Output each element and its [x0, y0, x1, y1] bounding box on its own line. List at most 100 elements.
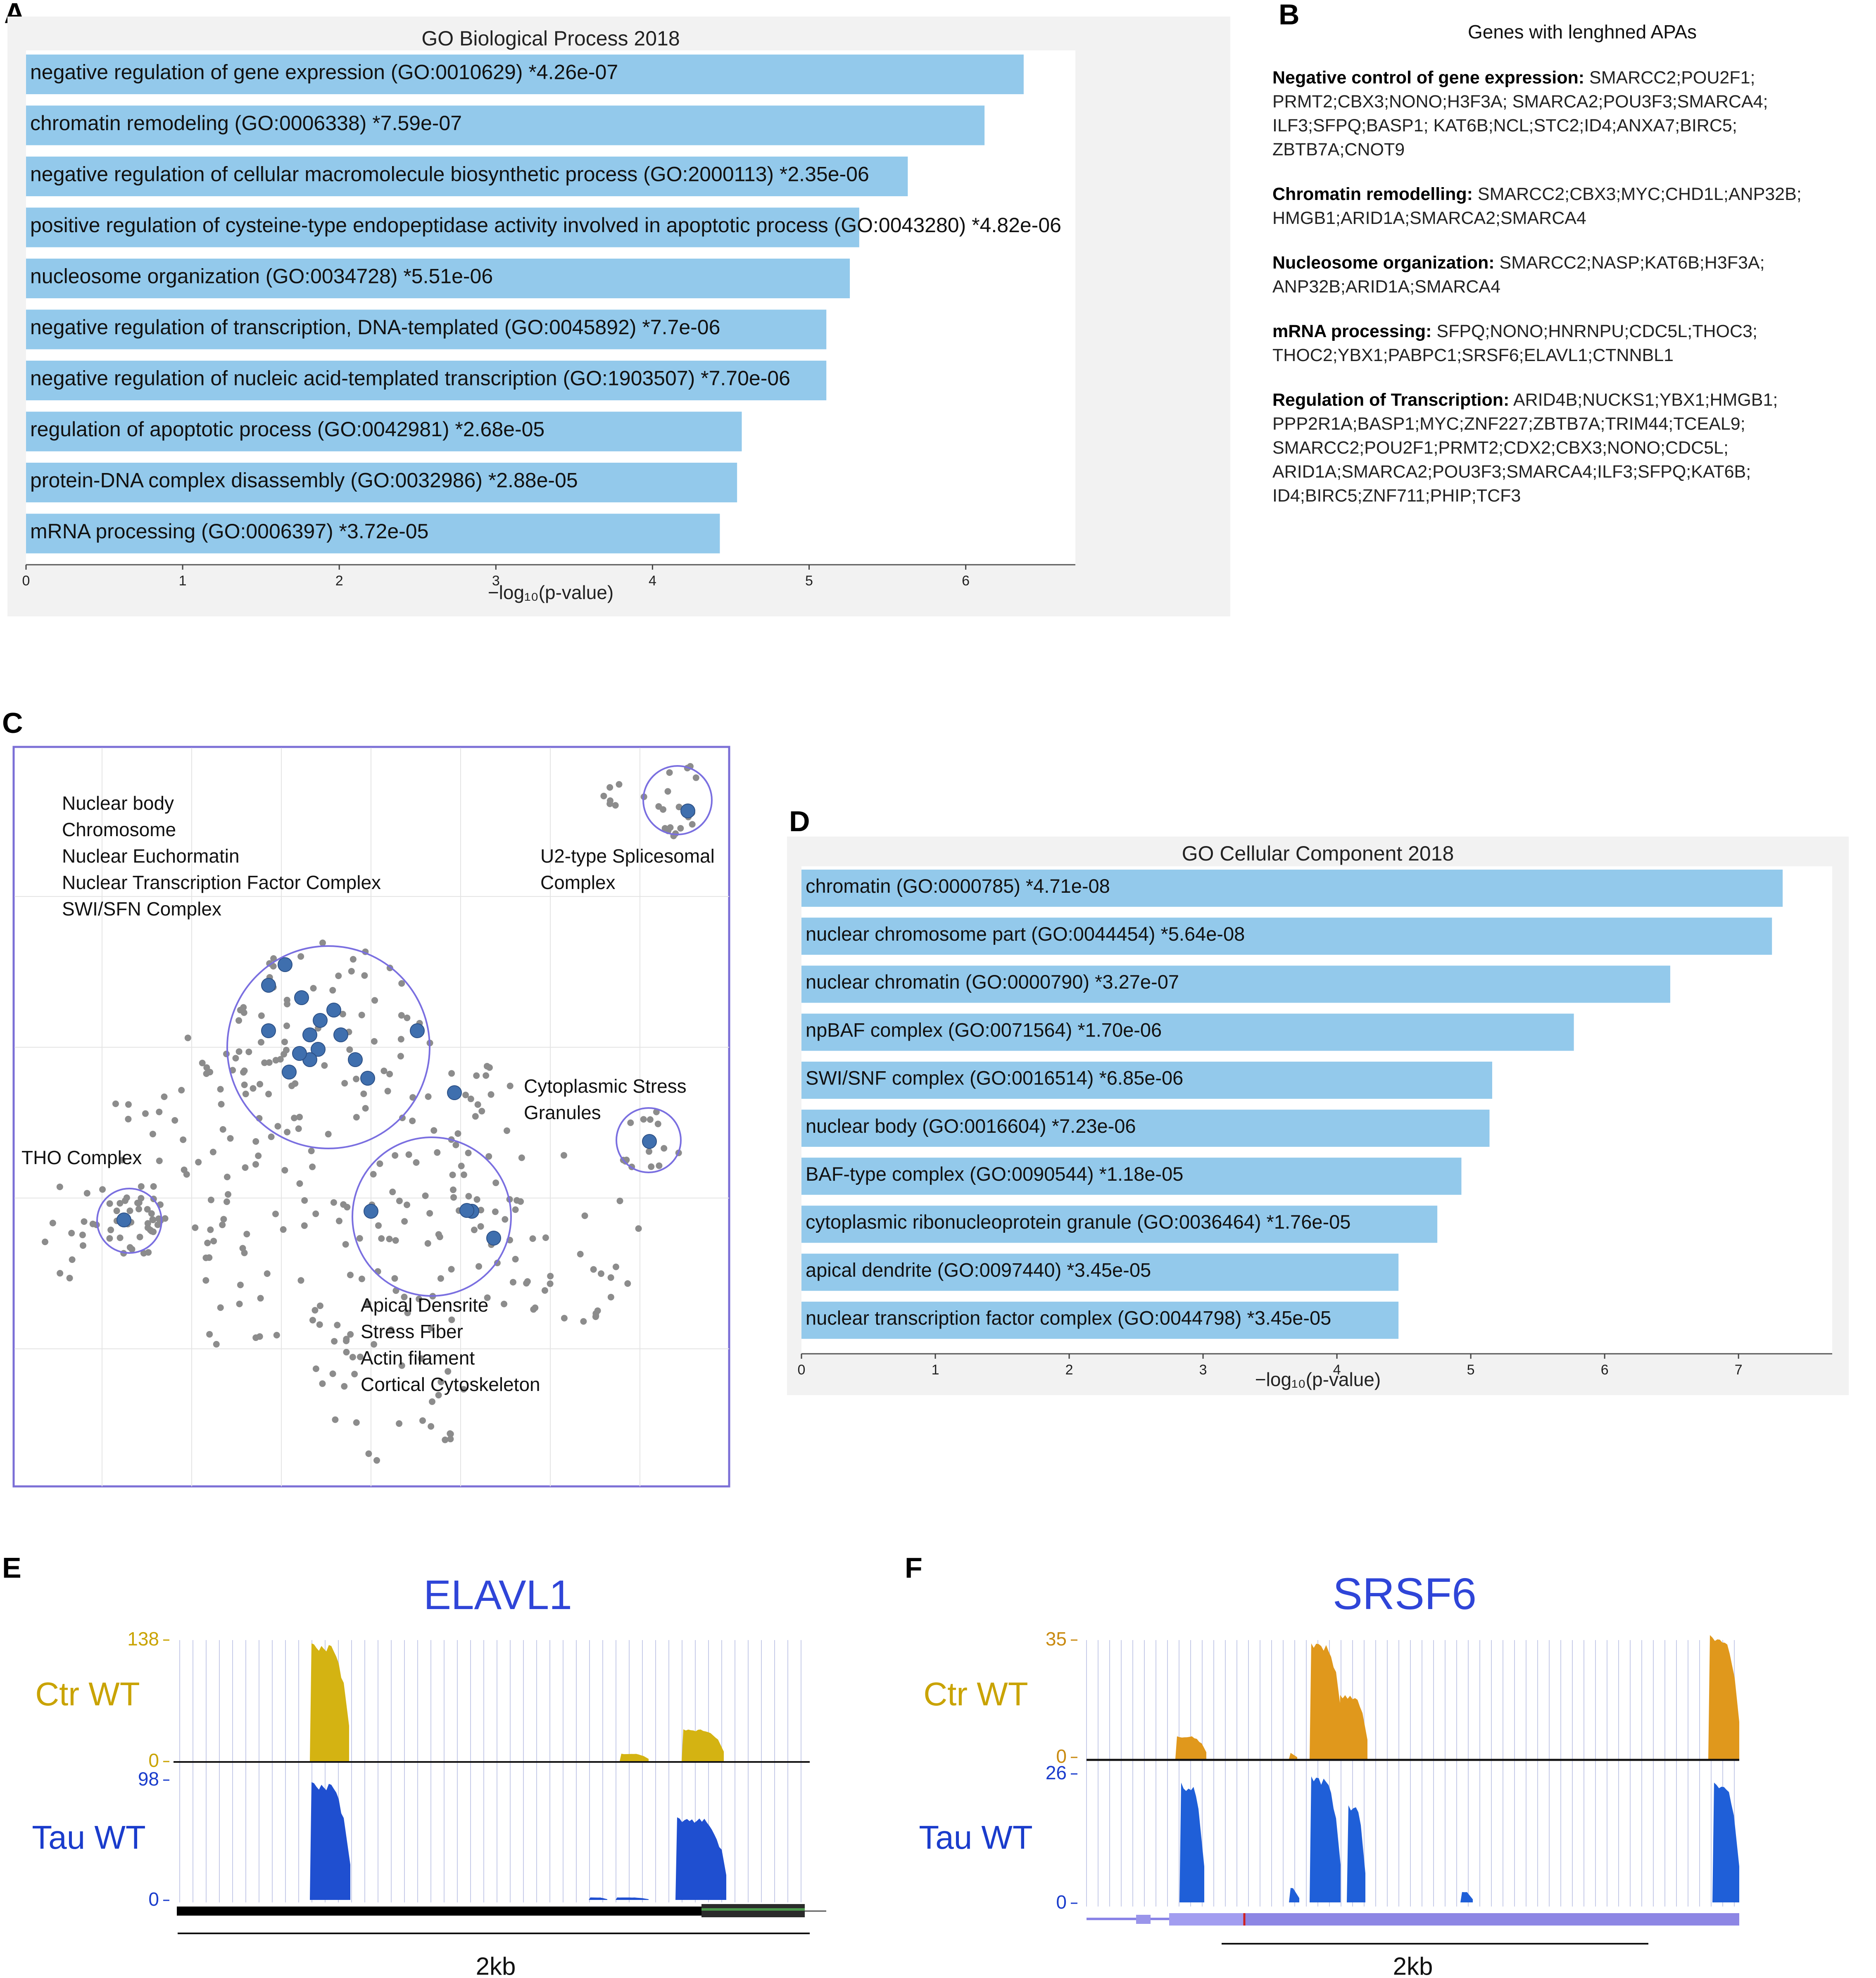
panel-letter-f: F — [905, 1552, 923, 1584]
bar-label: nuclear chromosome part (GO:0044454) *5.… — [806, 923, 1245, 945]
bar-label: npBAF complex (GO:0071564) *1.70e-06 — [806, 1019, 1162, 1041]
network-node — [156, 1157, 163, 1164]
network-node-highlight — [292, 1046, 307, 1061]
network-node — [142, 1110, 149, 1117]
network-node-highlight — [278, 957, 292, 972]
network-node-highlight — [360, 1071, 375, 1086]
x-tick-label: 6 — [1601, 1362, 1609, 1378]
network-node — [113, 1208, 120, 1215]
network-node — [136, 1199, 143, 1206]
x-tick-label: 5 — [1467, 1362, 1475, 1378]
coverage-fills — [310, 1643, 726, 1900]
network-node-highlight — [326, 1003, 341, 1018]
bar — [801, 1253, 1399, 1291]
network-node — [192, 1224, 199, 1231]
network-node — [265, 1091, 272, 1098]
bar — [801, 918, 1772, 955]
network-node — [99, 1186, 106, 1193]
gene-list-heading: Genes with lenghned APAs — [1467, 21, 1697, 43]
network-node — [612, 1263, 619, 1270]
gene-group: Nucleosome organization: SMARCC2;NASP;KA… — [1272, 251, 1867, 299]
network-node — [329, 987, 336, 994]
network-node — [237, 1281, 244, 1289]
network-node — [178, 1086, 185, 1094]
network-node — [523, 1280, 530, 1287]
x-tick-label: 4 — [1333, 1362, 1341, 1378]
network-node — [666, 769, 673, 776]
network-node — [361, 972, 368, 979]
bar-label: negative regulation of nucleic acid-temp… — [30, 367, 790, 390]
network-node — [449, 1186, 457, 1193]
panel-letter-c: C — [2, 707, 23, 739]
network-node — [447, 1436, 454, 1443]
network-node — [242, 1091, 249, 1098]
network-node — [425, 1093, 432, 1100]
network-node — [308, 1147, 315, 1154]
network-node — [117, 1200, 124, 1207]
bar — [801, 1061, 1492, 1099]
network-node — [512, 1206, 519, 1213]
network-node — [301, 1197, 308, 1204]
network-node — [213, 1341, 220, 1348]
network-node — [252, 1138, 259, 1145]
network-node-highlight — [261, 978, 276, 993]
network-node — [112, 1100, 119, 1107]
network-node — [171, 1117, 178, 1124]
network-node — [240, 1004, 247, 1011]
network-node — [199, 1060, 206, 1067]
network-node — [384, 1088, 391, 1095]
network-node — [316, 1321, 323, 1328]
network-node-highlight — [364, 1204, 378, 1219]
track-ymax-label: 35 — [1046, 1628, 1067, 1650]
bar — [801, 1301, 1399, 1339]
network-node — [434, 1149, 441, 1156]
network-node — [150, 1216, 157, 1223]
coverage-peak — [1175, 1736, 1206, 1759]
cluster-circle-splicesomal — [642, 765, 713, 835]
network-node — [542, 1234, 549, 1241]
network-node — [483, 1072, 490, 1079]
network-node — [217, 1086, 224, 1093]
gene-group-genes: SMARCC2;POU2F1; PRMT2;CBX3;NONO;H3F3A; S… — [1272, 68, 1768, 159]
bar — [26, 309, 827, 349]
network-node — [560, 1152, 567, 1159]
cluster-label: Nuclear Transcription Factor Complex — [62, 872, 381, 893]
bar-label: negative regulation of gene expression (… — [30, 61, 618, 84]
network-node — [590, 1266, 597, 1273]
network-node — [203, 1064, 210, 1071]
gene-model-exon — [1169, 1913, 1244, 1926]
network-node-highlight — [294, 990, 309, 1005]
network-node — [218, 1101, 225, 1108]
network-node — [448, 1266, 455, 1273]
bar — [26, 55, 1024, 94]
network-node — [341, 1080, 348, 1087]
chart-d-x-label: −log₁₀(p-value) — [1255, 1369, 1381, 1390]
network-node — [607, 1274, 614, 1281]
network-node — [330, 1199, 337, 1206]
x-tick-label: 5 — [805, 573, 813, 589]
network-node-highlight — [261, 1023, 276, 1038]
chart-a-x-label: −log₁₀(p-value) — [488, 582, 613, 603]
network-node-highlight — [313, 1013, 328, 1028]
coverage-peak — [310, 1782, 350, 1900]
network-node — [350, 956, 357, 963]
coverage-peak — [1310, 1643, 1343, 1759]
network-node — [207, 1226, 214, 1233]
network-node — [442, 1436, 449, 1443]
network-node — [509, 1279, 516, 1286]
network-node — [689, 821, 696, 828]
network-node — [341, 1383, 348, 1390]
network-node — [347, 1272, 354, 1279]
cluster-label: Nuclear body — [62, 792, 174, 814]
network-node — [295, 1125, 302, 1132]
network-node — [224, 1173, 231, 1180]
track-ymin-label: 0 — [148, 1750, 159, 1771]
gene-group: Regulation of Transcription: ARID4B;NUCK… — [1272, 388, 1867, 508]
network-node — [460, 1386, 467, 1393]
network-node — [81, 1218, 88, 1225]
network-node — [404, 1014, 411, 1021]
network-node-highlight — [459, 1203, 474, 1218]
cluster-label: Cytoplasmic Stress — [524, 1075, 687, 1097]
network-node — [418, 1355, 425, 1362]
network-node — [136, 1234, 143, 1241]
